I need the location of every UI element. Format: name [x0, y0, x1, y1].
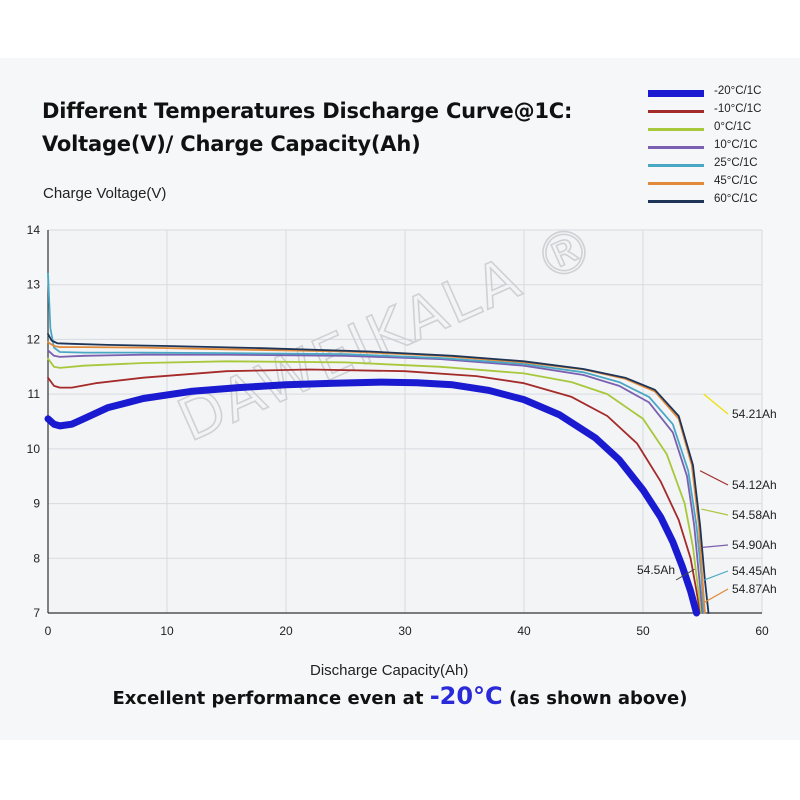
series-line [47, 349, 704, 614]
legend-swatch [648, 128, 704, 131]
series-line [44, 378, 700, 617]
x-tick-label: 30 [398, 624, 412, 638]
legend-item: -10°C/1C [648, 102, 788, 120]
legend-label: 10°C/1C [714, 139, 758, 151]
annotation-leader [704, 588, 729, 603]
legend-item: 45°C/1C [648, 174, 788, 192]
legend-item: 25°C/1C [648, 156, 788, 174]
series-line [47, 368, 701, 614]
legend-swatch [648, 164, 704, 167]
legend-label: 0°C/1C [714, 121, 752, 133]
annotation-label: 54.21Ah [732, 407, 777, 421]
legend-label: 45°C/1C [714, 175, 758, 187]
legend: -20°C/1C -10°C/1C 0°C/1C 10°C/1C 25°C/1C 45°C… [648, 84, 788, 210]
legend-swatch [648, 182, 704, 185]
chart-title: Different Temperatures Discharge Curve@1… [42, 95, 572, 161]
series-line [47, 333, 710, 614]
annotation-label: 54.5Ah [637, 563, 675, 577]
series-line [47, 341, 706, 614]
annotation-label: 54.58Ah [732, 508, 777, 522]
x-tick-label: 20 [279, 624, 293, 638]
series-line [47, 357, 703, 614]
legend-swatch [648, 200, 704, 203]
annotation-leader [675, 568, 695, 581]
footer-text-before: Excellent performance even at [112, 688, 430, 709]
y-tick-label: 7 [33, 606, 40, 620]
y-tick-label: 11 [28, 387, 41, 401]
annotation-leader [701, 508, 729, 516]
annotation-label: 54.45Ah [732, 564, 777, 578]
series-line [47, 272, 705, 614]
annotation-leader [703, 393, 729, 415]
x-tick-label: 50 [636, 624, 650, 638]
y-tick-label: 8 [33, 551, 40, 565]
x-tick-label: 40 [517, 624, 531, 638]
legend-item: 60°C/1C [648, 192, 788, 210]
y-tick-label: 9 [33, 497, 40, 511]
footer-text-after: (as shown above) [502, 688, 688, 709]
y-tick-label: 13 [27, 278, 41, 292]
legend-label: -10°C/1C [714, 103, 762, 115]
footer-highlight: -20°C [429, 682, 503, 710]
legend-swatch [648, 146, 704, 149]
annotation-label: 54.12Ah [732, 478, 777, 492]
y-axis-label: Charge Voltage(V) [43, 185, 167, 202]
footer-caption: Excellent performance even at -20°C (as … [0, 682, 800, 710]
y-tick-label: 10 [27, 442, 41, 456]
annotation-label: 54.87Ah [732, 582, 777, 596]
legend-label: 60°C/1C [714, 193, 758, 205]
annotation-leader [702, 544, 729, 548]
annotation-label: 54.90Ah [732, 538, 777, 552]
title-line-1: Different Temperatures Discharge Curve@1… [42, 99, 573, 123]
x-tick-label: 10 [160, 624, 174, 638]
legend-item: 10°C/1C [648, 138, 788, 156]
x-tick-label: 0 [45, 624, 52, 638]
legend-label: 25°C/1C [714, 157, 758, 169]
legend-swatch [648, 110, 704, 113]
annotation-leader [703, 570, 729, 581]
x-tick-label: 60 [755, 624, 769, 638]
x-axis-label: Discharge Capacity(Ah) [310, 662, 469, 679]
legend-swatch [648, 90, 704, 97]
title-line-2: Voltage(V)/ Charge Capacity(Ah) [42, 132, 421, 156]
y-tick-label: 14 [27, 223, 41, 237]
y-tick-label: 12 [27, 332, 41, 346]
annotation-leader [699, 470, 729, 486]
legend-item: -20°C/1C [648, 84, 788, 102]
legend-item: 0°C/1C [648, 120, 788, 138]
legend-label: -20°C/1C [714, 85, 762, 97]
